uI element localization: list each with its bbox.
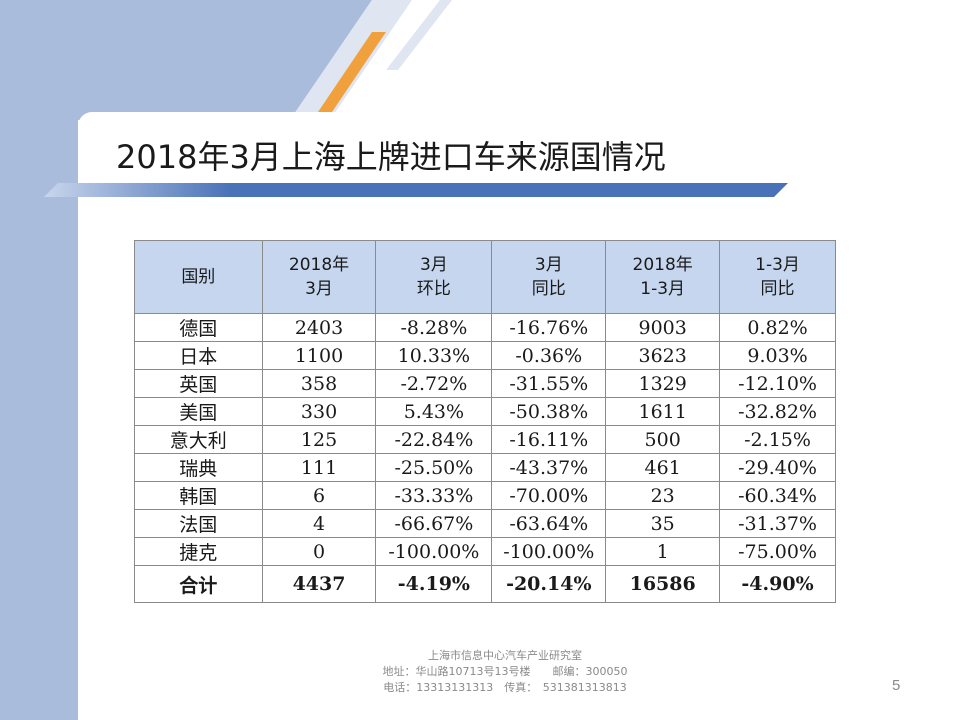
table-row: 捷克 0 -100.00% -100.00% 1 -75.00% <box>134 537 836 566</box>
header-mar-mom: 3月 环比 <box>375 240 493 314</box>
cell-country: 德国 <box>134 313 263 342</box>
table-header-row: 国别 2018年 3月 3月 环比 3月 同比 2018年 1-3月 1-3月 同比 <box>134 240 836 314</box>
left-sidebar-band <box>0 0 78 720</box>
cell-value: 3623 <box>605 341 721 370</box>
cell-value: -16.76% <box>491 313 607 342</box>
cell-value: -50.38% <box>491 397 607 426</box>
cell-value: 125 <box>261 425 377 454</box>
light-stripe <box>290 0 412 120</box>
cell-value: 6 <box>261 481 377 510</box>
header-mar-yoy: 3月 同比 <box>491 240 607 314</box>
footer-address: 地址：华山路10713号13号楼 邮编：300050 <box>382 665 628 678</box>
cell-value: -2.15% <box>719 425 836 454</box>
cell-value: -31.55% <box>491 369 607 398</box>
cell-value: -100.00% <box>491 537 607 566</box>
light-stripe-thin <box>386 0 452 70</box>
cell-value: 9.03% <box>719 341 836 370</box>
cell-value: -100.00% <box>375 537 493 566</box>
cell-value: 111 <box>261 453 377 482</box>
cell-country: 韩国 <box>134 481 263 510</box>
cell-value: 10.33% <box>375 341 493 370</box>
cell-total-value: -4.19% <box>375 565 493 603</box>
cell-value: -75.00% <box>719 537 836 566</box>
footer-contact: 上海市信息中心汽车产业研究室 地址：华山路10713号13号楼 邮编：30005… <box>360 648 650 696</box>
cell-value: -31.37% <box>719 509 836 538</box>
top-decoration <box>0 0 452 120</box>
table-row: 美国 330 5.43% -50.38% 1611 -32.82% <box>134 397 836 426</box>
cell-total-label: 合计 <box>134 565 263 603</box>
cell-value: 2403 <box>261 313 377 342</box>
cell-country: 日本 <box>134 341 263 370</box>
cell-value: 1 <box>605 537 721 566</box>
cell-value: -22.84% <box>375 425 493 454</box>
cell-value: 1329 <box>605 369 721 398</box>
cell-value: -43.37% <box>491 453 607 482</box>
header-country: 国别 <box>134 240 263 314</box>
cell-value: 1611 <box>605 397 721 426</box>
cell-value: -29.40% <box>719 453 836 482</box>
cell-country: 意大利 <box>134 425 263 454</box>
cell-value: 358 <box>261 369 377 398</box>
table-row: 日本 1100 10.33% -0.36% 3623 9.03% <box>134 341 836 370</box>
table-row: 意大利 125 -22.84% -16.11% 500 -2.15% <box>134 425 836 454</box>
header-q1-2018: 2018年 1-3月 <box>605 240 721 314</box>
cell-total-value: -4.90% <box>719 565 836 603</box>
cell-country: 法国 <box>134 509 263 538</box>
cell-value: 4 <box>261 509 377 538</box>
title-underline-bar <box>44 183 788 197</box>
table-row: 韩国 6 -33.33% -70.00% 23 -60.34% <box>134 481 836 510</box>
cell-value: 23 <box>605 481 721 510</box>
cell-value: -60.34% <box>719 481 836 510</box>
cell-value: -16.11% <box>491 425 607 454</box>
cell-value: 0 <box>261 537 377 566</box>
cell-value: -12.10% <box>719 369 836 398</box>
cell-value: 5.43% <box>375 397 493 426</box>
cell-value: 461 <box>605 453 721 482</box>
cell-value: 500 <box>605 425 721 454</box>
cell-value: -33.33% <box>375 481 493 510</box>
cell-value: -32.82% <box>719 397 836 426</box>
cell-country: 捷克 <box>134 537 263 566</box>
cell-value: -66.67% <box>375 509 493 538</box>
slide-title: 2018年3月上海上牌进口车来源国情况 <box>116 138 666 176</box>
cell-value: 35 <box>605 509 721 538</box>
table-row: 法国 4 -66.67% -63.64% 35 -31.37% <box>134 509 836 538</box>
blue-header-wedge <box>0 0 372 120</box>
cell-value: 1100 <box>261 341 377 370</box>
cell-country: 瑞典 <box>134 453 263 482</box>
cell-total-value: 4437 <box>261 565 377 603</box>
orange-stripe <box>318 32 386 112</box>
cell-value: 330 <box>261 397 377 426</box>
header-q1-yoy: 1-3月 同比 <box>719 240 836 314</box>
cell-value: 9003 <box>605 313 721 342</box>
cell-country: 英国 <box>134 369 263 398</box>
import-source-table: 国别 2018年 3月 3月 环比 3月 同比 2018年 1-3月 1-3月 同比 德国… <box>134 240 836 603</box>
cell-value: -2.72% <box>375 369 493 398</box>
cell-value: -8.28% <box>375 313 493 342</box>
footer-phone: 电话：13313131313 传真： 531381313813 <box>383 681 627 694</box>
table-row: 德国 2403 -8.28% -16.76% 9003 0.82% <box>134 313 836 342</box>
cell-value: 0.82% <box>719 313 836 342</box>
cell-total-value: 16586 <box>605 565 721 603</box>
page-number: 5 <box>892 677 901 694</box>
cell-value: -25.50% <box>375 453 493 482</box>
cell-value: -70.00% <box>491 481 607 510</box>
cell-total-value: -20.14% <box>491 565 607 603</box>
table-row: 瑞典 111 -25.50% -43.37% 461 -29.40% <box>134 453 836 482</box>
footer-org: 上海市信息中心汽车产业研究室 <box>428 649 582 662</box>
table-row: 英国 358 -2.72% -31.55% 1329 -12.10% <box>134 369 836 398</box>
cell-country: 美国 <box>134 397 263 426</box>
header-mar-2018: 2018年 3月 <box>261 240 377 314</box>
cell-value: -63.64% <box>491 509 607 538</box>
table-total-row: 合计 4437 -4.19% -20.14% 16586 -4.90% <box>134 565 836 603</box>
cell-value: -0.36% <box>491 341 607 370</box>
